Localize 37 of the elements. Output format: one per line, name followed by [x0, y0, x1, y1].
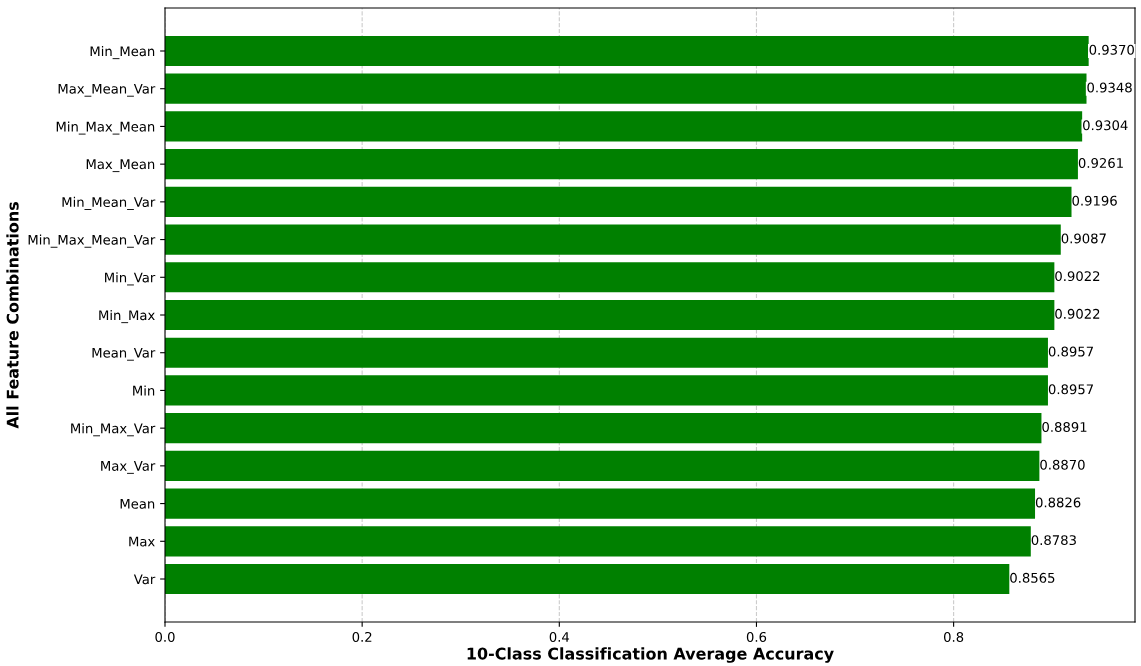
x-tick-label: 0.4 — [549, 631, 570, 642]
data-label: 0.9304 — [1083, 120, 1128, 131]
y-tick-label: Min_Max — [99, 309, 155, 324]
data-label: 0.9087 — [1061, 233, 1106, 244]
data-label: 0.8891 — [1042, 421, 1087, 432]
y-tick-label: Min_Mean_Var — [62, 196, 156, 210]
x-tick-label: 0.8 — [944, 631, 964, 642]
data-label: 0.9370 — [1089, 44, 1134, 55]
data-label: 0.9261 — [1078, 157, 1123, 168]
data-label: 0.9022 — [1055, 308, 1100, 319]
y-tick-label: Mean — [120, 498, 155, 509]
x-axis-title: 10-Class Classification Average Accuracy — [467, 647, 834, 663]
y-tick-label: Min_Var — [105, 272, 156, 286]
data-label: 0.8870 — [1040, 459, 1085, 470]
x-tick-label: 0.6 — [746, 631, 767, 642]
x-tick-label: 0.0 — [155, 631, 175, 642]
data-label: 0.9022 — [1055, 271, 1100, 282]
data-label: 0.9196 — [1072, 195, 1117, 206]
data-label: 0.8565 — [1010, 572, 1055, 583]
y-tick-label: Var — [133, 574, 156, 585]
data-label: 0.8957 — [1048, 384, 1093, 395]
data-label: 0.8826 — [1035, 497, 1081, 508]
y-tick-label: Min — [133, 385, 155, 396]
y-tick-label: Max_Mean_Var — [58, 83, 156, 97]
data-label: 0.9348 — [1087, 82, 1132, 93]
y-tick-label: Min_Mean — [90, 45, 155, 60]
y-axis-title: All Feature Combinations — [6, 202, 19, 429]
x-tick-label: 0.2 — [352, 631, 372, 642]
data-label: 0.8783 — [1031, 535, 1076, 546]
y-tick-label: Max_Mean — [86, 159, 155, 173]
y-tick-label: Mean_Var — [92, 347, 156, 361]
y-tick-label: Max — [129, 536, 155, 547]
y-tick-label: Min_Max_Mean_Var — [28, 234, 156, 248]
y-tick-label: Min_Max_Mean — [56, 121, 155, 135]
y-tick-label: Max_Var — [101, 461, 156, 474]
y-tick-label: Min_Max_Var — [71, 423, 156, 437]
data-label: 0.8957 — [1048, 346, 1093, 357]
